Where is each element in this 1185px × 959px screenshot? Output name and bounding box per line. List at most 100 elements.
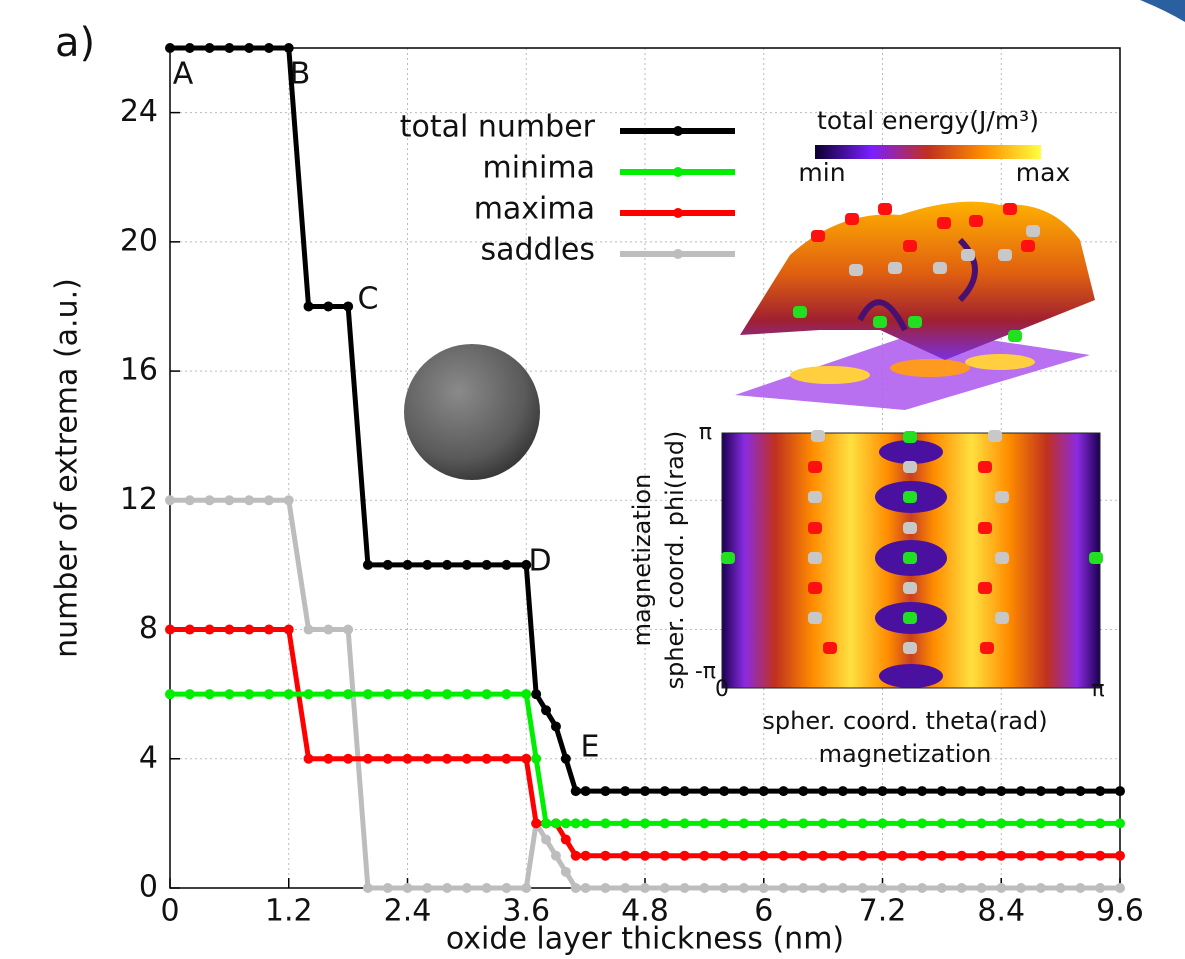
series-marker [739,786,749,796]
inset-dot [995,491,1009,503]
series-marker [422,689,432,699]
series-marker [462,560,472,570]
chart: number of extrema (a.u.) oxide layer thi… [0,0,1185,955]
series-marker [581,851,591,861]
series-marker [937,883,947,893]
x-tick-label: 3.6 [502,894,550,929]
series-marker [620,786,630,796]
inset-dot [808,522,822,534]
series-marker [838,851,848,861]
inset-y-tick: π [699,420,712,445]
inset-dot [937,217,951,229]
series-marker [858,883,868,893]
inset-dot [878,203,892,215]
series-marker [343,625,353,635]
series-marker [1115,851,1125,861]
series-marker [383,560,393,570]
series-marker [1036,851,1046,861]
x-tick-label: 0 [160,894,179,929]
series-marker [1016,883,1026,893]
inset-dot [903,431,917,443]
series-marker [244,689,254,699]
inset-dot [995,612,1009,624]
series-marker [600,818,610,828]
series-marker [897,786,907,796]
series-marker [581,786,591,796]
inset-y-label: magnetization [628,474,656,647]
inset-y-tick: -π [695,659,716,684]
page: {"chart_data": {"type": "line", "panel_l… [0,0,1185,959]
x-tick-label: 7.2 [859,894,907,929]
y-tick-label: 16 [120,353,158,388]
y-tick-label: 0 [139,870,158,905]
series-marker [719,818,729,828]
series-marker [541,818,551,828]
inset-dot [793,306,807,318]
sphere-illustration [404,344,540,480]
series-marker [551,851,561,861]
series-marker [600,851,610,861]
series-marker [383,754,393,764]
series-marker [403,883,413,893]
series-marker [185,625,195,635]
colorbar [815,145,1041,159]
series-marker [482,883,492,893]
series-marker [937,818,947,828]
series-marker [571,851,581,861]
inset-dot [849,264,863,276]
series-marker [501,560,511,570]
legend-label: maxima [474,192,595,227]
series-marker [739,851,749,861]
inset-dot [1021,240,1035,252]
series-marker [878,786,888,796]
series-marker [759,818,769,828]
series-marker [878,851,888,861]
inset-dot [808,582,822,594]
series-marker [561,835,571,845]
series-marker [323,689,333,699]
series-marker [897,851,907,861]
series-marker [185,689,195,699]
legend-marker [673,126,683,136]
series-marker [571,883,581,893]
series-marker [205,689,215,699]
series-marker [551,818,561,828]
x-tick-label: 6 [754,894,773,929]
series-marker [759,883,769,893]
colorbar-label: total energy(J/m³) [817,106,1039,135]
legend-label: total number [400,110,596,145]
series-marker [1075,883,1085,893]
y-tick-label: 8 [139,611,158,646]
series-marker [917,883,927,893]
inset-dot [721,552,735,564]
series-marker [858,851,868,861]
series-marker [165,43,175,53]
panel-label: a) [55,20,95,66]
series-marker [462,754,472,764]
y-tick-label: 24 [120,94,158,129]
series-marker [640,851,650,861]
inset-dot [978,582,992,594]
series-marker [403,560,413,570]
series-marker [224,495,234,505]
series-marker [818,883,828,893]
series-marker [323,754,333,764]
series-marker [244,625,254,635]
series-marker [957,883,967,893]
series-marker [1056,883,1066,893]
series-marker [699,786,709,796]
inset-dot [978,522,992,534]
series-marker [739,818,749,828]
inset-dot [808,612,822,624]
series-marker [244,43,254,53]
inset-dot [903,612,917,624]
series-marker [403,689,413,699]
series-marker [798,883,808,893]
series-marker [818,818,828,828]
series-marker [719,883,729,893]
inset-dot [903,642,917,654]
series-marker [581,818,591,828]
series-marker [858,818,868,828]
series-marker [1095,851,1105,861]
series-marker [531,818,541,828]
